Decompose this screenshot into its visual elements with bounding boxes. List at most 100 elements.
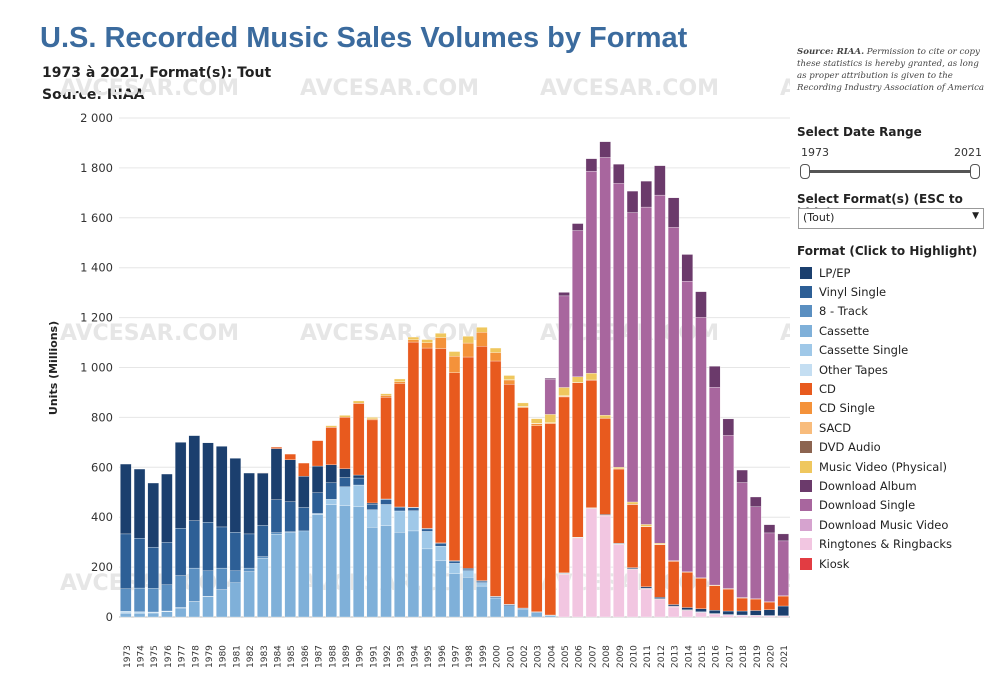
bar-segment bbox=[339, 505, 351, 618]
bar-segment bbox=[147, 612, 159, 618]
source-note-text: Permission to cite or copy these statist… bbox=[797, 47, 985, 93]
bar-segment bbox=[654, 599, 666, 618]
bar-segment bbox=[640, 180, 652, 208]
legend-item[interactable]: Download Music Video bbox=[800, 515, 952, 534]
x-tick-label: 2009 bbox=[616, 645, 626, 668]
bar-segment bbox=[421, 347, 433, 529]
x-tick-label: 1998 bbox=[465, 645, 475, 668]
bar-segment bbox=[613, 544, 625, 618]
x-tick-label: 1999 bbox=[479, 645, 489, 668]
legend-label: CD bbox=[819, 382, 836, 397]
date-range-slider[interactable] bbox=[804, 170, 975, 173]
bar-segment bbox=[763, 532, 776, 602]
bar-segment bbox=[517, 407, 529, 609]
legend-item[interactable]: LP/EP bbox=[800, 263, 952, 282]
y-tick-label: 600 bbox=[91, 460, 113, 474]
legend-item[interactable]: Other Tapes bbox=[800, 360, 952, 379]
y-tick-label: 2 000 bbox=[80, 111, 113, 125]
legend-item[interactable]: CD bbox=[800, 379, 952, 398]
legend-item[interactable]: CD Single bbox=[800, 399, 952, 418]
legend-item[interactable]: Kiosk bbox=[800, 554, 952, 573]
legend-swatch bbox=[800, 402, 812, 415]
x-tick-label: 2019 bbox=[753, 645, 763, 668]
x-tick-label: 1992 bbox=[383, 645, 393, 668]
bar-segment bbox=[681, 254, 693, 282]
legend-swatch bbox=[800, 383, 812, 396]
bar-segment bbox=[270, 534, 283, 618]
bar-segment bbox=[161, 473, 173, 543]
bar-segment bbox=[544, 378, 556, 380]
bar-segment bbox=[366, 502, 378, 505]
bar-segment bbox=[736, 469, 748, 483]
legend-swatch bbox=[800, 421, 812, 434]
bar-segment bbox=[366, 504, 378, 510]
bar-segment bbox=[681, 610, 693, 618]
bar-segment bbox=[667, 606, 680, 618]
bar-segment bbox=[654, 542, 666, 545]
range-start-value: 1973 bbox=[801, 146, 829, 159]
legend-label: Download Album bbox=[819, 478, 917, 493]
x-tick-label: 2012 bbox=[657, 645, 667, 668]
legend-swatch bbox=[800, 441, 812, 454]
x-tick-label: 1974 bbox=[137, 645, 147, 668]
x-tick-label: 1983 bbox=[260, 645, 270, 668]
bar-segment bbox=[270, 448, 283, 500]
bar-segment bbox=[257, 556, 269, 559]
bar-segment bbox=[599, 415, 611, 419]
x-tick-label: 1987 bbox=[315, 645, 325, 668]
bar-segment bbox=[435, 545, 447, 562]
bar-segment bbox=[489, 352, 502, 362]
bar-segment bbox=[585, 380, 598, 508]
range-start-handle[interactable] bbox=[800, 164, 810, 179]
bar-segment bbox=[298, 476, 310, 508]
bar-segment bbox=[448, 561, 461, 564]
bar-segment bbox=[339, 486, 351, 506]
bar-segment bbox=[777, 605, 789, 616]
bar-segment bbox=[763, 524, 776, 534]
bar-segment bbox=[380, 393, 392, 396]
legend-item[interactable]: Cassette Single bbox=[800, 341, 952, 360]
bar-segment bbox=[503, 375, 515, 380]
bar-segment bbox=[133, 611, 146, 614]
bar-segment bbox=[462, 342, 474, 358]
bar-segment bbox=[202, 570, 214, 597]
bar-segment bbox=[311, 465, 324, 493]
legend-item[interactable]: Download Single bbox=[800, 496, 952, 515]
bar-segment bbox=[489, 347, 502, 353]
legend-item[interactable]: Vinyl Single bbox=[800, 282, 952, 301]
bar-segment bbox=[709, 366, 721, 388]
legend-item[interactable]: SACD bbox=[800, 418, 952, 437]
bar-segment bbox=[722, 610, 735, 615]
x-tick-label: 1977 bbox=[178, 645, 188, 668]
watermark-text: AVCESAR.COM bbox=[60, 321, 239, 346]
bar-segment bbox=[229, 582, 242, 618]
x-tick-label: 2002 bbox=[520, 645, 530, 668]
bar-segment bbox=[435, 333, 447, 338]
x-tick-label: 1985 bbox=[287, 645, 297, 668]
x-tick-label: 2004 bbox=[547, 645, 557, 668]
legend-item[interactable]: 8 - Track bbox=[800, 302, 952, 321]
bar-segment bbox=[558, 295, 570, 388]
x-tick-label: 1986 bbox=[301, 645, 311, 668]
range-end-handle[interactable] bbox=[970, 164, 980, 179]
watermark-text: AVCESAR.COM bbox=[540, 76, 719, 101]
bar-segment bbox=[133, 468, 146, 539]
bar-segment bbox=[188, 520, 200, 569]
bar-segment bbox=[325, 482, 337, 500]
bar-segment bbox=[311, 513, 324, 515]
bar-segment bbox=[476, 581, 488, 583]
bar-segment bbox=[147, 588, 159, 613]
legend-item[interactable]: Cassette bbox=[800, 321, 952, 340]
format-select[interactable]: (Tout) ▼ bbox=[798, 208, 984, 229]
legend-item[interactable]: Download Album bbox=[800, 476, 952, 495]
bar-segment bbox=[476, 346, 488, 581]
y-tick-label: 400 bbox=[91, 510, 113, 524]
y-tick-label: 1 600 bbox=[80, 211, 113, 225]
bar-segment bbox=[270, 532, 283, 535]
x-tick-label: 1976 bbox=[164, 645, 174, 668]
bar-segment bbox=[640, 526, 652, 587]
legend-item[interactable]: Music Video (Physical) bbox=[800, 457, 952, 476]
x-tick-label: 2007 bbox=[588, 645, 598, 668]
legend-item[interactable]: Ringtones & Ringbacks bbox=[800, 534, 952, 553]
legend-item[interactable]: DVD Audio bbox=[800, 438, 952, 457]
